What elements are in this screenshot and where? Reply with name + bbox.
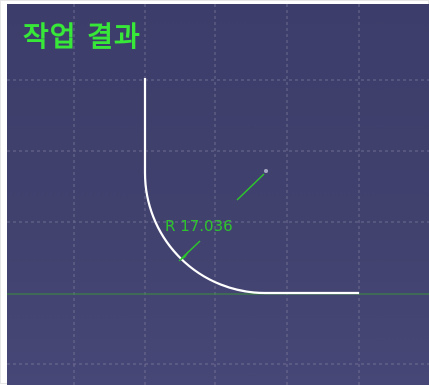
page-title: 작업 결과 — [23, 20, 141, 53]
sketch-profile[interactable] — [143, 78, 359, 295]
radius-dimension-label[interactable]: R 17.036 — [165, 217, 233, 235]
sketch-viewport[interactable] — [7, 4, 429, 385]
arrow-icon — [178, 250, 190, 262]
grid — [7, 4, 429, 385]
dimension-leader — [236, 173, 265, 201]
center-point-icon — [264, 169, 268, 173]
